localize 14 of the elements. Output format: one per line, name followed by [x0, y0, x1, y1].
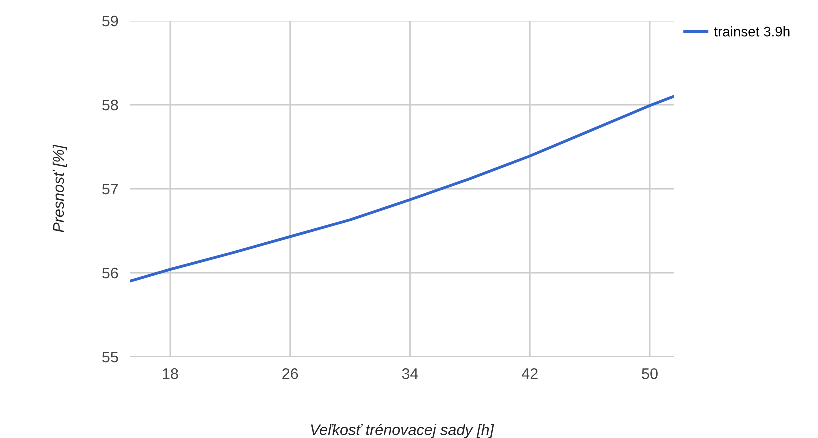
x-tick-label: 50	[642, 368, 658, 380]
x-tick-label: 42	[522, 368, 538, 380]
line-series	[130, 95, 674, 283]
y-tick-label: 57	[102, 184, 118, 195]
y-tick-label: 55	[102, 352, 118, 363]
x-tick-label: 18	[163, 368, 178, 380]
x-tick-label: 26	[282, 368, 298, 380]
y-tick-label: 56	[102, 268, 118, 279]
y-tick-label: 58	[102, 100, 118, 111]
y-axis-title: Presnosť [%]	[52, 144, 68, 232]
x-tick-label: 34	[402, 368, 418, 380]
legend-label: trainset 3.9h	[714, 26, 790, 37]
x-axis-title: Veľkosť trénovacej sady [h]	[311, 424, 494, 438]
y-tick-label: 59	[102, 16, 118, 27]
